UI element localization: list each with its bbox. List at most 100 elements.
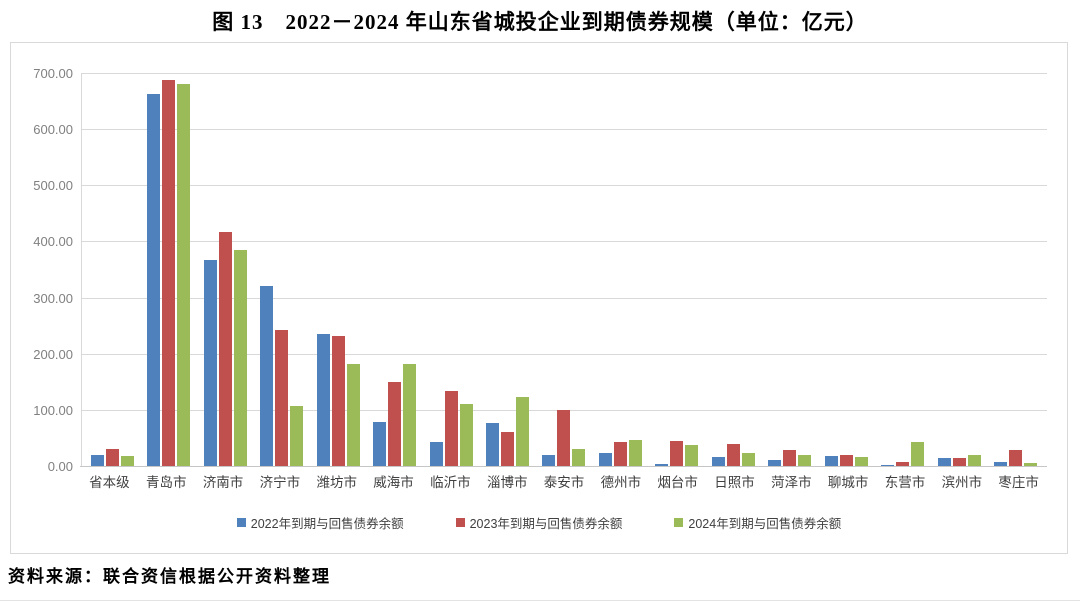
grid-line (81, 129, 1047, 131)
bar (685, 445, 699, 466)
bar-group-1 (84, 73, 140, 466)
bar-group-5 (310, 73, 366, 466)
x-tick-label: 德州市 (600, 475, 642, 490)
bar (105, 449, 119, 466)
x-tick-label: 聊城市 (827, 475, 869, 490)
bar (783, 449, 797, 466)
bar (388, 381, 402, 466)
grid-line (81, 353, 1047, 355)
plot-area (80, 73, 1047, 467)
bar (613, 441, 627, 466)
bar-group-9 (536, 73, 592, 466)
x-tick-label: 烟台市 (657, 475, 698, 490)
bar (881, 465, 895, 466)
bar (316, 333, 330, 466)
x-axis-line (80, 466, 1047, 467)
bar (741, 453, 755, 466)
x-tick-label: 济宁市 (259, 475, 301, 490)
bar (120, 455, 134, 466)
y-tick-label: 400.00 (33, 234, 73, 250)
bar (233, 249, 247, 466)
bar-group-8 (479, 73, 535, 466)
bar (444, 391, 458, 466)
bar (486, 422, 500, 466)
bar (557, 409, 571, 466)
bar (275, 330, 289, 466)
x-tick-label: 潍坊市 (316, 475, 357, 490)
bar (459, 404, 473, 466)
bar-group-13 (762, 73, 818, 466)
bar (572, 449, 586, 466)
y-tick-label: 700.00 (33, 66, 73, 81)
y-tick-label: 500.00 (33, 178, 73, 194)
x-tick-label: 东营市 (884, 475, 926, 490)
grid-line (81, 241, 1047, 243)
legend-item: 2022年到期与回售债券余额 (236, 513, 404, 532)
x-tick-label: 滨州市 (941, 475, 983, 490)
legend-swatch-icon (455, 518, 465, 527)
legend-label: 2022年到期与回售债券余额 (250, 517, 404, 531)
bar-group-2 (140, 73, 196, 466)
bar-series-container (81, 73, 1047, 466)
y-tick-label: 600.00 (33, 122, 73, 138)
bar (655, 463, 669, 466)
x-tick-label: 枣庄市 (998, 475, 1039, 490)
bar-group-3 (197, 73, 253, 466)
bar (798, 454, 812, 466)
grid-line (81, 185, 1047, 187)
bar (768, 460, 782, 466)
x-tick-label: 青岛市 (145, 475, 187, 490)
bar-group-17 (988, 73, 1044, 466)
bar (952, 457, 966, 466)
y-axis-line (81, 73, 82, 466)
bar (162, 80, 176, 466)
legend-label: 2024年到期与回售债券余额 (688, 517, 842, 531)
bar (628, 440, 642, 466)
bar (1024, 462, 1038, 466)
x-tick-label: 济南市 (202, 475, 244, 490)
bar-group-10 (592, 73, 648, 466)
legend-label: 2023年到期与回售债券余额 (469, 517, 623, 531)
bar (346, 364, 360, 466)
x-tick-label: 威海市 (373, 475, 414, 490)
grid-line (81, 297, 1047, 299)
bar (598, 452, 612, 466)
bar (90, 454, 104, 466)
bar (218, 231, 232, 466)
bar-group-4 (253, 73, 309, 466)
x-tick-label: 日照市 (714, 475, 755, 490)
grid-line (81, 73, 1047, 74)
bar (290, 405, 304, 466)
source-note: 资料来源：联合资信根据公开资料整理 (8, 567, 331, 586)
x-tick-label: 泰安市 (543, 475, 585, 490)
x-axis-category-labels: 省本级 青岛市 济南市 济宁市 潍坊市 威海市 临沂市 淄博市 泰安市 德州市 烟台市 日照市 菏泽市聊… (81, 471, 1047, 491)
bar (177, 84, 191, 466)
bar-group-12 (705, 73, 761, 466)
legend-swatch-icon (236, 518, 246, 527)
x-tick-label: 淄博市 (486, 475, 528, 490)
bar (203, 259, 217, 466)
legend-item: 2023年到期与回售债券余额 (455, 513, 623, 532)
bar (726, 444, 740, 466)
y-axis-labels: 700.00 600.00 500.00 400.00 300.00 200.00 100.… (11, 67, 73, 473)
bar (711, 457, 725, 466)
chart-title: 图 13 2022－2024 年山东省城投企业到期债券规模（单位：亿元） (212, 10, 868, 34)
legend-swatch-icon (674, 518, 684, 527)
bar (937, 458, 951, 466)
x-tick-label: 菏泽市 (771, 475, 812, 490)
y-tick-label: 300.00 (33, 290, 73, 306)
y-tick-label: 200.00 (33, 346, 73, 362)
bar (896, 462, 910, 466)
x-tick-label: 临沂市 (430, 475, 471, 490)
x-tick-label: 省本级 (89, 475, 130, 490)
bar (501, 431, 515, 466)
chart-panel: 700.00 600.00 500.00 400.00 300.00 200.00 100.… (10, 42, 1068, 554)
bar (1009, 450, 1023, 466)
bar (429, 441, 443, 466)
bar-group-16 (931, 73, 987, 466)
legend: 2022年到期与回售债券余额 2023年到期与回售债券余额 2024年到期与回售债券… (11, 513, 1067, 532)
bar-group-7 (423, 73, 479, 466)
bar (373, 422, 387, 466)
bar (403, 364, 417, 466)
bar (516, 396, 530, 466)
